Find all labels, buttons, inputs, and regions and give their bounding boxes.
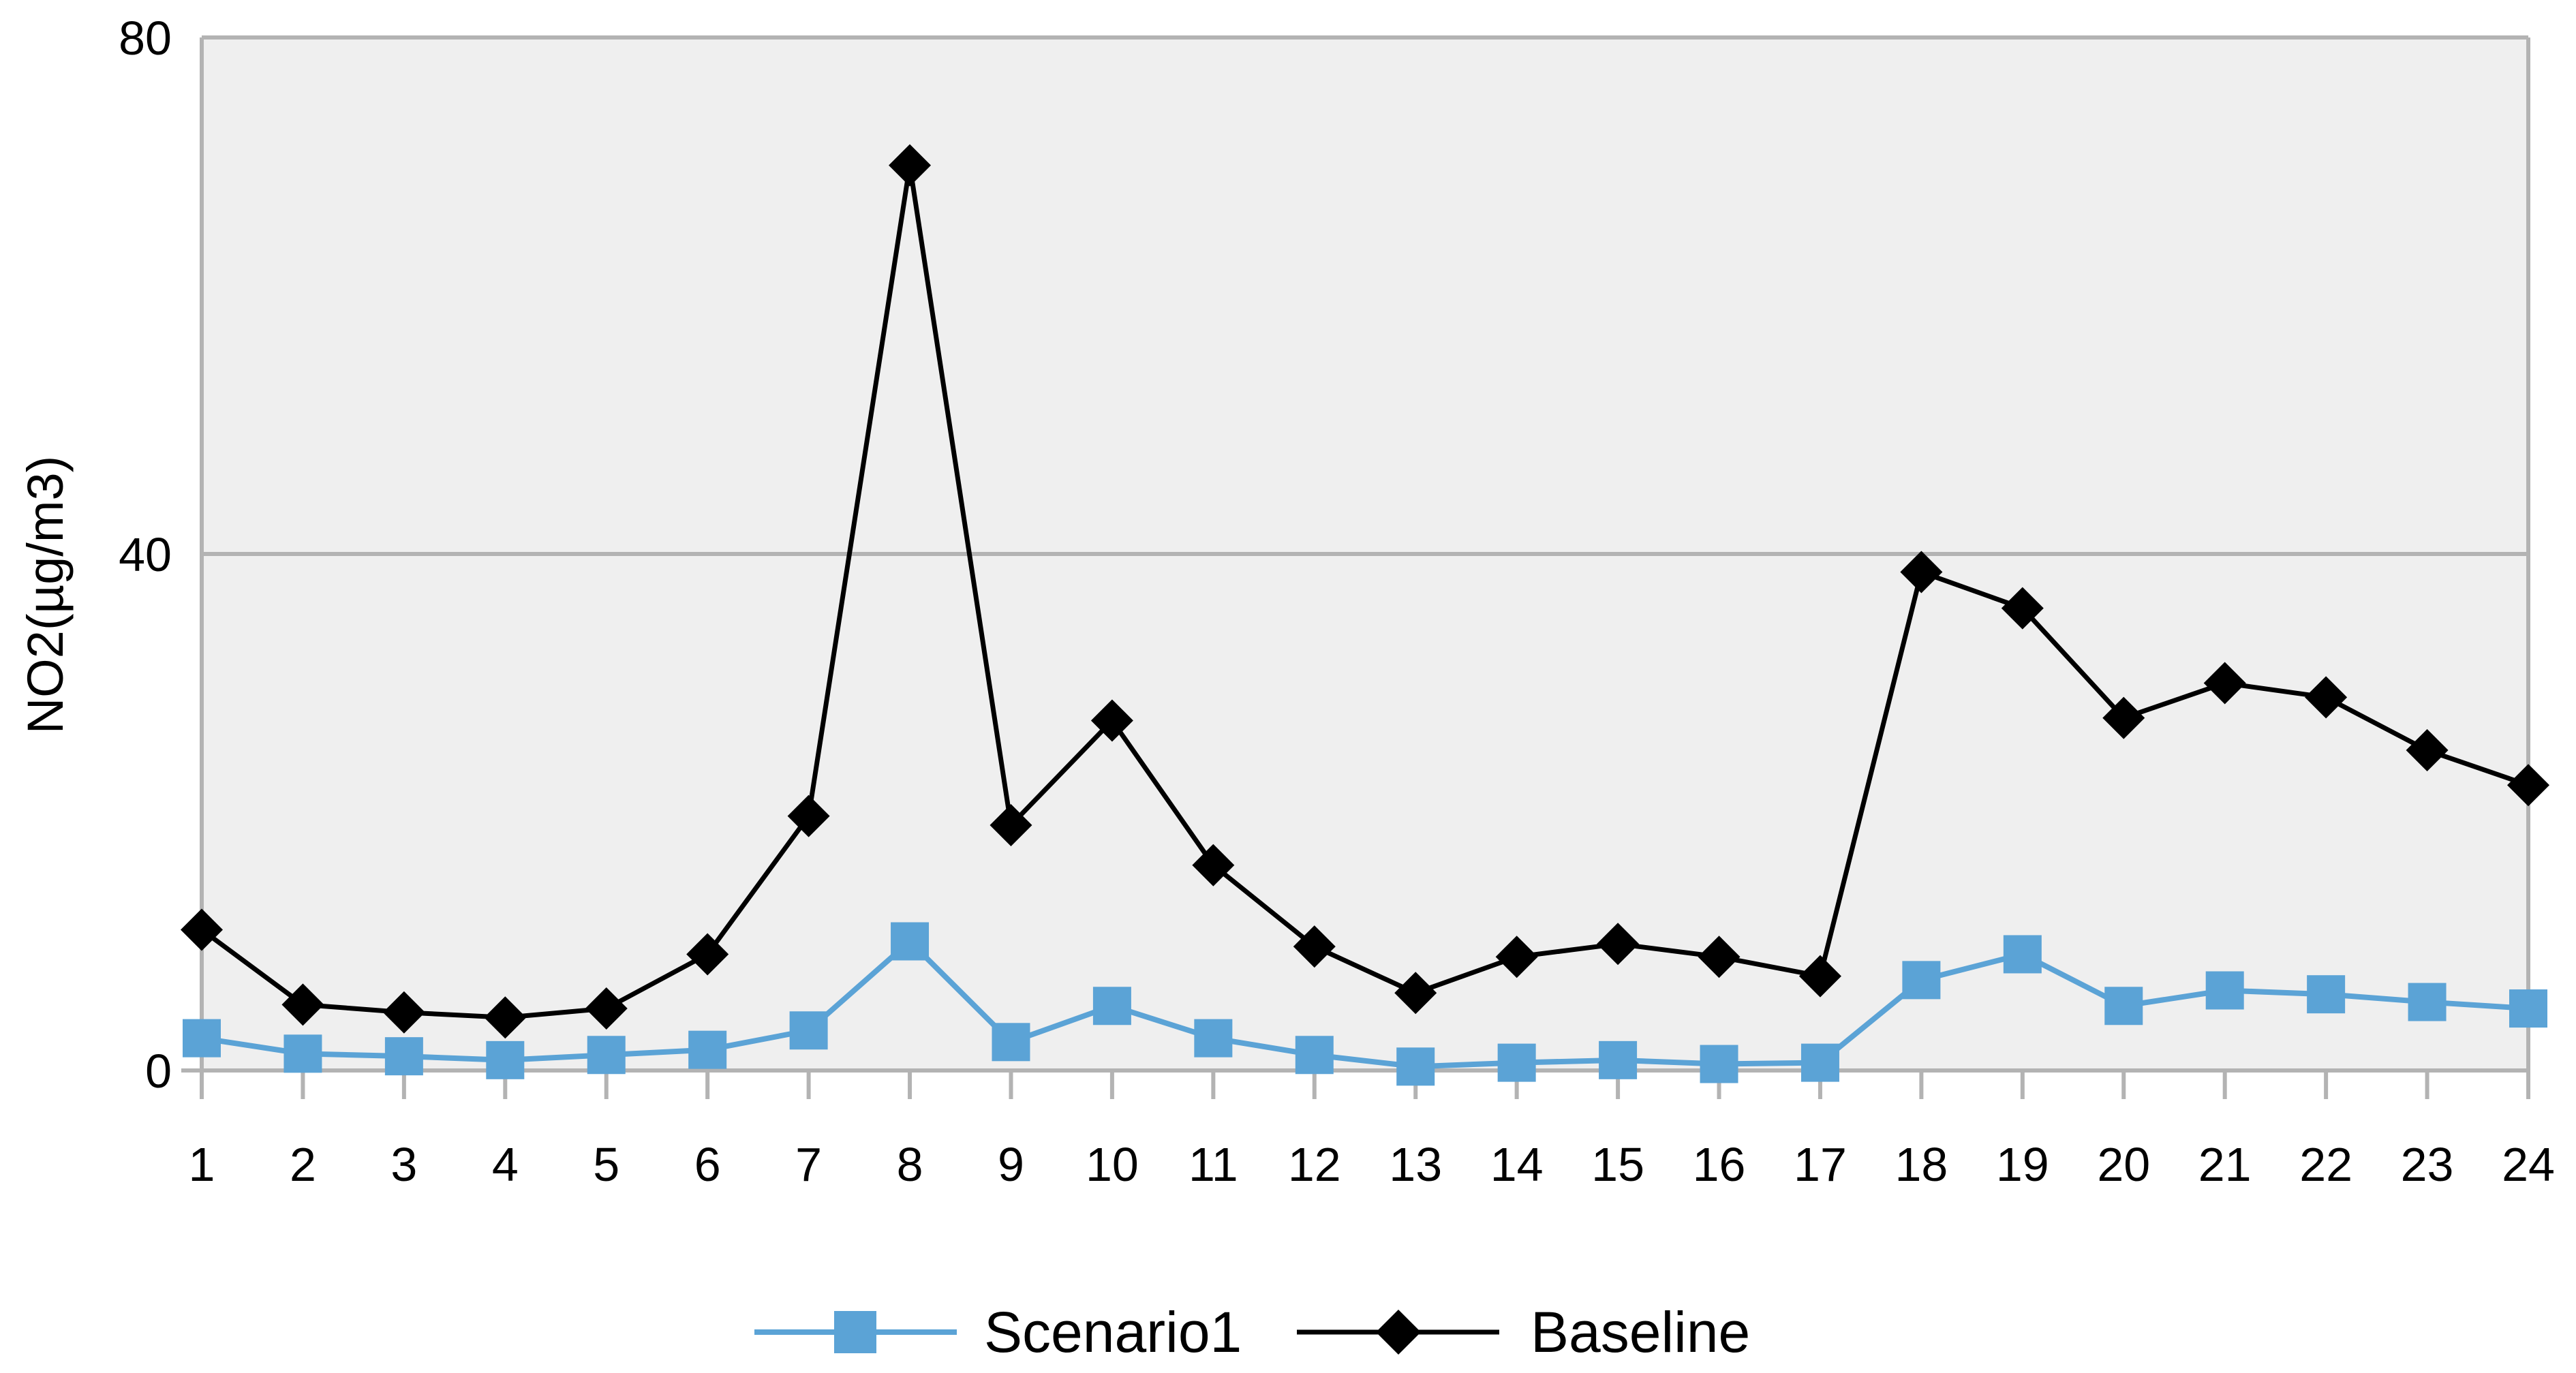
- scenario1-point: [1902, 961, 1941, 1000]
- baseline-point: [1495, 936, 1538, 978]
- baseline-point: [1090, 699, 1133, 742]
- scenario1-point: [183, 1019, 221, 1058]
- baseline-point: [787, 795, 830, 837]
- scenario1-point: [384, 1037, 423, 1076]
- scenario1-point: [992, 1023, 1030, 1062]
- x-tick-label: 15: [1591, 1138, 1644, 1191]
- series-lines: [181, 144, 2549, 1086]
- x-tick-label: 16: [1693, 1138, 1746, 1191]
- series-baseline: [181, 144, 2549, 1039]
- scenario1-point: [1396, 1047, 1435, 1086]
- scenario1-point: [1700, 1045, 1738, 1083]
- baseline-point: [1394, 972, 1437, 1015]
- baseline-point: [181, 908, 223, 951]
- x-tick-label: 22: [2299, 1138, 2352, 1191]
- scenario1-point: [1194, 1019, 1233, 1058]
- x-tick-label: 18: [1895, 1138, 1948, 1191]
- scenario1-point: [2104, 987, 2143, 1025]
- legend-marker: [834, 1311, 876, 1353]
- legend-label: Baseline: [1531, 1300, 1750, 1364]
- legend-marker: [1376, 1310, 1421, 1355]
- legend-item-baseline: Baseline: [1297, 1300, 1750, 1364]
- y-tick-label: 80: [119, 12, 172, 65]
- baseline-point: [990, 803, 1032, 846]
- x-tick-label: 21: [2198, 1138, 2252, 1191]
- y-tick-label: 0: [145, 1045, 172, 1098]
- scenario1-point: [891, 922, 930, 961]
- baseline-point: [585, 987, 628, 1030]
- x-tick-label: 13: [1389, 1138, 1442, 1191]
- baseline-point: [2305, 676, 2348, 719]
- scenario1-point: [283, 1034, 322, 1073]
- baseline-point: [484, 996, 527, 1039]
- baseline-point: [2406, 729, 2449, 772]
- x-tick-label: 17: [1794, 1138, 1847, 1191]
- scenario1-point: [789, 1011, 828, 1050]
- x-tick-label: 1: [189, 1138, 215, 1191]
- scenario1-point: [2307, 975, 2346, 1014]
- baseline-point: [1798, 955, 1841, 998]
- x-tick-label: 6: [694, 1138, 721, 1191]
- x-tick-label: 23: [2401, 1138, 2454, 1191]
- y-axis-title: NO2(µg/m3): [17, 456, 74, 735]
- x-tick-label: 2: [290, 1138, 316, 1191]
- x-tick-label: 14: [1490, 1138, 1544, 1191]
- x-tick-label: 12: [1288, 1138, 1341, 1191]
- scenario1-point: [2003, 935, 2042, 974]
- baseline-point: [1597, 923, 1640, 966]
- x-tick-label: 24: [2502, 1138, 2555, 1191]
- baseline-point: [686, 933, 729, 976]
- baseline-point: [1900, 551, 1943, 593]
- baseline-point: [2203, 662, 2246, 705]
- x-tick-label: 19: [1996, 1138, 2049, 1191]
- y-tick-label: 40: [119, 528, 172, 581]
- legend: Scenario1 Baseline: [754, 1300, 1750, 1364]
- legend-item-scenario1: Scenario1: [754, 1300, 1242, 1364]
- x-tick-label: 20: [2097, 1138, 2150, 1191]
- series-scenario1: [183, 922, 2547, 1086]
- legend-label: Scenario1: [984, 1300, 1242, 1364]
- x-tick-label: 9: [998, 1138, 1024, 1191]
- scenario1-point: [2408, 983, 2447, 1021]
- baseline-point: [1192, 844, 1235, 886]
- scenario1-point: [1497, 1043, 1536, 1082]
- x-tick-label: 5: [593, 1138, 619, 1191]
- x-tick-label: 3: [390, 1138, 417, 1191]
- baseline-point: [281, 983, 324, 1026]
- x-tick-label: 4: [492, 1138, 519, 1191]
- baseline-point: [1293, 925, 1336, 968]
- baseline-point: [382, 991, 425, 1034]
- baseline-point: [889, 144, 932, 187]
- x-tick-label: 7: [795, 1138, 822, 1191]
- scenario1-point: [688, 1030, 727, 1069]
- x-tick-label: 8: [897, 1138, 923, 1191]
- scenario1-point: [486, 1040, 525, 1079]
- scenario1-point: [1599, 1040, 1638, 1079]
- scenario1-point: [1295, 1036, 1334, 1075]
- scenario1-point: [1092, 987, 1131, 1025]
- baseline-point: [2102, 696, 2145, 739]
- scenario1-point: [2509, 989, 2547, 1028]
- scenario1-point: [2205, 971, 2244, 1010]
- baseline-point: [2001, 587, 2044, 630]
- scenario1-point: [1800, 1043, 1839, 1082]
- x-tick-label: 11: [1189, 1138, 1238, 1191]
- baseline-point: [1698, 936, 1741, 978]
- baseline-point: [2507, 764, 2549, 807]
- scenario1-point: [587, 1036, 626, 1075]
- x-tick-label: 10: [1086, 1138, 1139, 1191]
